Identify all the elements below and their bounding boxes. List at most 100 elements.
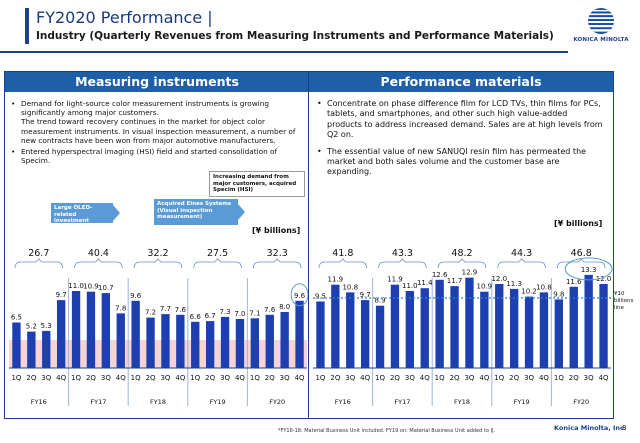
- annual-total-label: 46.8: [571, 248, 592, 259]
- value-label: 6.5: [11, 314, 22, 322]
- quarter-label: 1Q: [11, 374, 21, 382]
- bar: [495, 284, 504, 368]
- bullet-list: Demand for light-source color measuremen…: [11, 99, 303, 167]
- bar: [42, 330, 51, 368]
- fiscal-year-label: FY19: [514, 398, 530, 406]
- bar: [509, 288, 519, 368]
- value-label: 9.8: [553, 290, 564, 298]
- bar: [450, 286, 459, 368]
- bar: [360, 300, 370, 368]
- quarter-label: 1Q: [250, 374, 260, 382]
- value-label: 11.0: [68, 282, 84, 290]
- value-label: 9.7: [56, 291, 67, 299]
- annual-total-label: 40.4: [88, 248, 109, 259]
- page-number: 8: [622, 424, 627, 432]
- bar: [101, 293, 111, 368]
- bar: [554, 299, 564, 368]
- value-label: 7.8: [115, 304, 126, 312]
- fiscal-year-label: FY19: [210, 398, 226, 406]
- quarter-label: 3Q: [280, 374, 290, 382]
- annual-total-label: 27.5: [207, 248, 228, 259]
- annual-total-label: 32.3: [267, 248, 288, 259]
- value-label: 11.6: [566, 278, 582, 286]
- quarter-label: 4Q: [235, 374, 245, 382]
- measuring-instruments-chart: 26.7 40.4 32.2 27.5 32.3 6.5 1Q 5.2 2Q 5.3 3Q 9.7 4Q…: [9, 248, 309, 406]
- quarter-label: 1Q: [435, 374, 445, 382]
- quarter-label: 2Q: [569, 374, 579, 382]
- value-label: 9.6: [130, 292, 142, 300]
- value-label: 8.9: [374, 297, 385, 305]
- annual-bracket: [497, 258, 546, 269]
- bar: [250, 318, 260, 368]
- value-label: 11.4: [417, 279, 433, 287]
- annual-bracket: [133, 258, 183, 269]
- bullet-item: Concentrate on phase difference film for…: [317, 99, 603, 141]
- bar: [191, 321, 200, 368]
- page-subtitle: Industry (Quarterly Revenues from Measur…: [36, 30, 554, 42]
- bar: [280, 312, 289, 368]
- panel-heading: Performance materials: [309, 72, 613, 92]
- bullet-item: Demand for light-source color measuremen…: [11, 99, 303, 145]
- quarter-label: 4Q: [420, 374, 430, 382]
- bar: [435, 279, 444, 368]
- bar: [220, 316, 230, 368]
- quarter-label: 3Q: [101, 374, 111, 382]
- value-label: 11.0: [402, 282, 418, 290]
- quarter-label: 2Q: [390, 374, 400, 382]
- value-label: 7.1: [249, 309, 260, 317]
- annual-total-label: 43.3: [392, 248, 413, 259]
- quarter-label: 1Q: [494, 374, 504, 382]
- quarter-label: 1Q: [375, 374, 385, 382]
- performance-materials-panel: Performance materials Concentrate on pha…: [308, 71, 615, 419]
- quarter-label: 4Q: [539, 374, 549, 382]
- quarter-label: 1Q: [131, 374, 141, 382]
- value-label: 11.9: [328, 276, 344, 284]
- value-label: 8.0: [279, 303, 290, 311]
- fiscal-year-label: FY17: [90, 398, 106, 406]
- quarter-label: 4Q: [116, 374, 126, 382]
- slide-header: FY2020 Performance | Industry (Quarterly…: [0, 0, 640, 53]
- quarter-label: 4Q: [175, 374, 185, 382]
- annual-total-label: 44.3: [511, 248, 532, 259]
- annual-total-label: 41.8: [332, 248, 353, 259]
- quarter-label: 2Q: [205, 374, 215, 382]
- bar: [346, 292, 355, 368]
- bar: [86, 291, 96, 368]
- value-label: 7.7: [160, 305, 171, 313]
- value-label: 7.0: [234, 310, 245, 318]
- header-divider: [0, 51, 568, 53]
- annual-bracket: [193, 258, 242, 269]
- callout-arrow: [113, 205, 120, 221]
- bar: [390, 284, 400, 368]
- highlight-ellipse: [564, 257, 613, 281]
- fiscal-year-label: FY20: [573, 398, 589, 406]
- value-label: 11.9: [387, 276, 403, 284]
- annual-bracket: [378, 258, 427, 269]
- annual-bracket: [14, 258, 63, 269]
- measuring-instruments-panel: Measuring instruments Demand for light-s…: [4, 71, 310, 419]
- bar: [405, 291, 415, 368]
- quarter-label: 3Q: [464, 374, 474, 382]
- value-label: 5.3: [41, 322, 52, 330]
- fiscal-year-label: FY18: [454, 398, 470, 406]
- value-label: 7.3: [219, 308, 230, 316]
- bar: [539, 292, 549, 368]
- bullet-item: Entered hyperspectral imaging (HSI) fiel…: [11, 147, 303, 165]
- quarter-label: 3Q: [524, 374, 534, 382]
- value-label: 10.9: [477, 283, 493, 291]
- annual-bracket: [318, 258, 367, 269]
- logo-wordmark: KONICA MINOLTA: [573, 37, 629, 43]
- quarter-label: 2Q: [265, 374, 275, 382]
- quarter-label: 1Q: [71, 374, 81, 382]
- value-label: 7.2: [145, 309, 156, 317]
- quarter-label: 3Q: [345, 374, 355, 382]
- quarter-label: 1Q: [315, 374, 325, 382]
- quarter-label: 3Q: [41, 374, 51, 382]
- bar: [146, 317, 155, 368]
- value-label: 9.5: [315, 293, 326, 301]
- value-label: 6.6: [190, 313, 202, 321]
- annual-total-label: 32.2: [147, 248, 168, 259]
- bar: [176, 314, 185, 368]
- quarter-label: 2Q: [330, 374, 340, 382]
- value-label: 6.7: [205, 312, 216, 320]
